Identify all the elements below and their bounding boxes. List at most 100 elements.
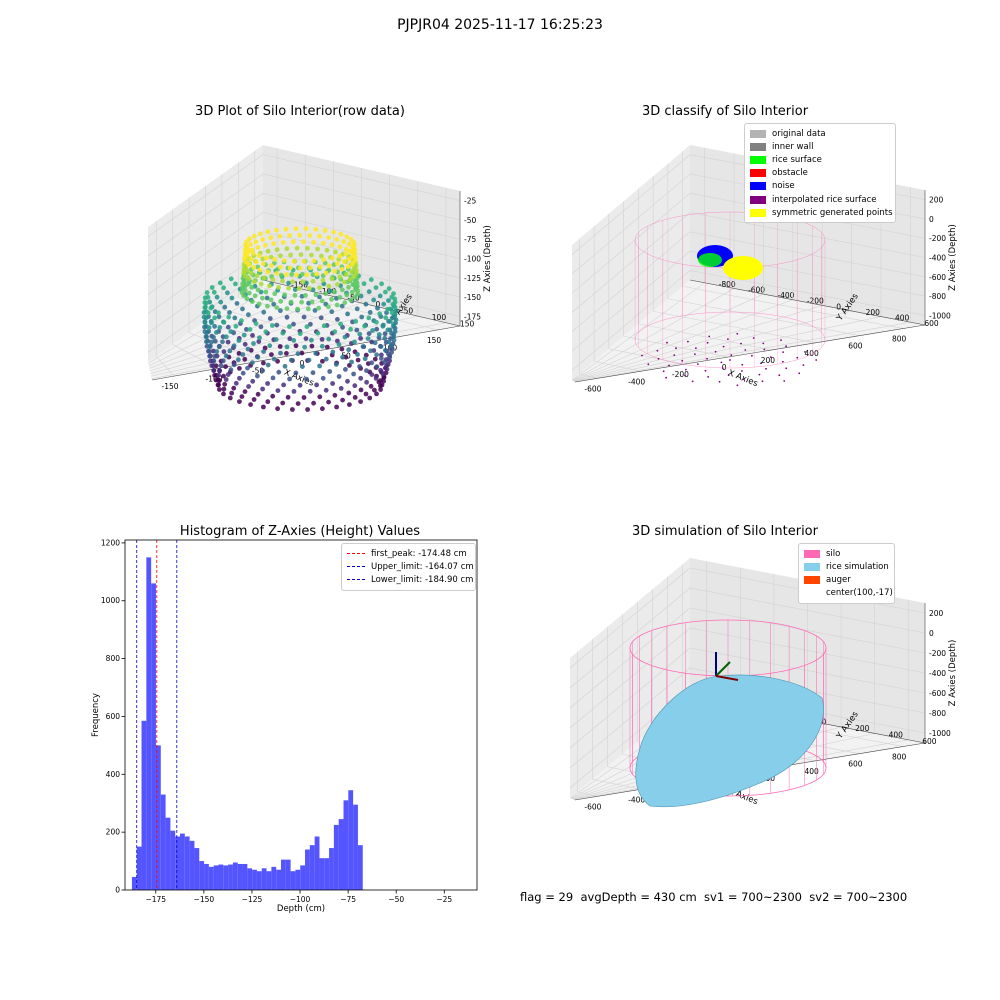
scatter-point (350, 282, 356, 287)
y-tick-label: 0 (115, 886, 120, 895)
histogram-bar (256, 871, 262, 890)
scatter-point (299, 299, 304, 305)
x-tick-label: 800 (892, 753, 907, 762)
scatter-point (217, 387, 222, 392)
scatter-point (272, 257, 278, 262)
scatter-point (352, 383, 358, 389)
scatter-point (381, 301, 387, 307)
classify-marks (634, 211, 826, 387)
scatter-point (301, 239, 306, 245)
scatter-point (275, 358, 280, 364)
y-tick-label: -200 (807, 297, 824, 306)
histogram-bar (141, 720, 147, 890)
scatter-point (245, 346, 251, 352)
scatter-point (297, 232, 303, 238)
legend-label: center(100,-17) (826, 588, 893, 599)
scatter-point (287, 376, 292, 382)
histogram-bar (285, 859, 291, 890)
scatter-point (339, 287, 345, 293)
interpolated-point (721, 367, 724, 370)
interpolated-point (778, 374, 781, 377)
scatter-point (310, 278, 316, 284)
interpolated-point (704, 369, 707, 372)
floor-pane (572, 280, 925, 382)
scatter-point (271, 241, 277, 246)
interpolated-point (769, 356, 772, 358)
z-tick-label: -175 (464, 312, 481, 321)
scatter-point (320, 358, 325, 364)
scatter-point (286, 280, 291, 286)
interpolated-point (782, 360, 784, 363)
scatter-point (315, 330, 321, 336)
scatter-point (323, 356, 329, 362)
scatter-point (381, 375, 387, 380)
scatter-point (251, 233, 257, 239)
scatter-point (242, 389, 248, 394)
scatter-point (274, 322, 280, 328)
scatter-point (319, 337, 325, 342)
z-tick-label: 200 (929, 196, 944, 205)
x-tick-label: 0 (300, 359, 305, 368)
scatter-point (323, 270, 329, 276)
y-tick-label: -800 (719, 280, 736, 289)
z-axis-label: Z Axies (Depth) (948, 224, 958, 291)
simulation-3d-plot: -600-400-2000200400600800-600-400-200020… (569, 558, 958, 811)
rice-simulation-surface (635, 674, 824, 808)
scatter-point (304, 324, 310, 330)
scatter-point (261, 360, 266, 366)
scatter-point (284, 344, 290, 350)
scatter-point (250, 251, 256, 256)
scatter-point (255, 245, 261, 250)
rice-surface-cluster (698, 253, 722, 267)
scatter-point (386, 286, 392, 291)
legend-swatch (804, 549, 820, 558)
scatter-point (206, 325, 212, 330)
scatter-point (382, 335, 388, 341)
legend-label: auger (826, 574, 851, 585)
grid-line (667, 298, 860, 336)
histogram-bar (247, 868, 253, 890)
scatter-point (221, 349, 227, 354)
scatter-point (214, 349, 220, 354)
scatter-point (307, 388, 313, 394)
scatter-point (300, 364, 305, 369)
x-tick-label: 0 (722, 363, 727, 372)
scatter-point (278, 350, 283, 356)
scatter-point (369, 372, 375, 377)
x-tick-label: −150 (194, 895, 215, 904)
legend-item: silo (804, 547, 889, 560)
scatter-point (363, 352, 369, 358)
interpolated-point (796, 356, 799, 359)
interpolated-point (780, 339, 782, 341)
scatter-point (338, 321, 343, 327)
scatter-point (221, 373, 226, 379)
scatter-point (205, 310, 211, 316)
scatter-point (380, 371, 386, 377)
scatter-point (321, 323, 327, 329)
scatter-point (310, 370, 316, 376)
scatter-point (242, 356, 248, 362)
legend-label: noise (772, 181, 795, 192)
scatter-point (213, 330, 219, 335)
histogram-bar (237, 863, 243, 890)
scatter-point (265, 362, 271, 368)
legend-item: rice surface (750, 153, 890, 166)
scatter-point (262, 345, 268, 351)
interpolated-point (666, 341, 668, 344)
scatter-point (348, 248, 353, 254)
histogram-bar (213, 865, 219, 890)
scatter-point (268, 254, 274, 260)
scatter-point (378, 387, 383, 392)
scatter-point (262, 275, 267, 281)
histogram-bar (305, 849, 310, 890)
scatter-point (306, 357, 312, 363)
scatter-point (284, 272, 289, 277)
scatter-point (269, 323, 275, 328)
interpolated-point (741, 363, 744, 366)
x-tick-label: 600 (848, 760, 863, 769)
scatter-point (231, 385, 237, 391)
scatter-point (263, 289, 269, 295)
scatter-point (339, 303, 345, 309)
scatter-point (225, 324, 231, 330)
grid-line (571, 212, 926, 313)
